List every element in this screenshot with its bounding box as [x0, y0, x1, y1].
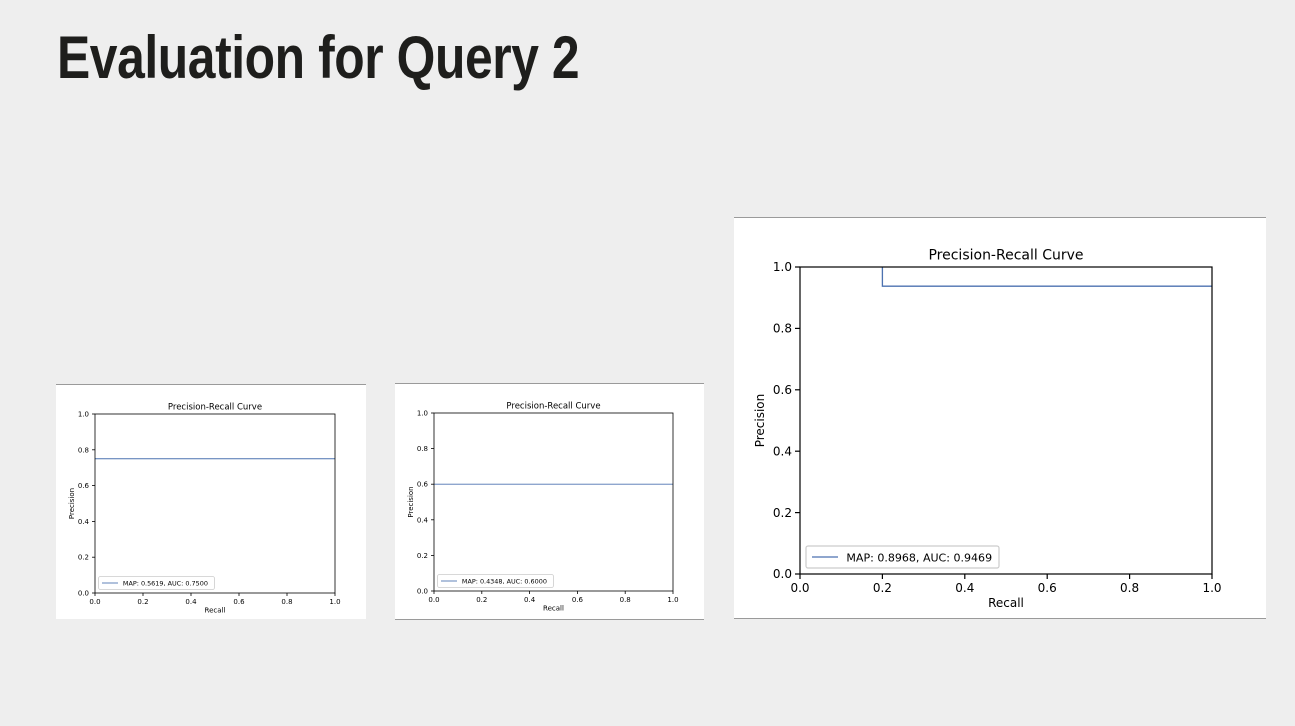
x-axis-label: Recall [205, 606, 226, 614]
y-tick-label: 0.0 [78, 589, 89, 597]
y-tick-label: 0.8 [773, 322, 792, 336]
x-tick-label: 0.4 [524, 596, 536, 604]
y-tick-label: 0.6 [78, 482, 90, 490]
x-tick-label: 1.0 [1202, 581, 1221, 595]
x-tick-label: 1.0 [329, 598, 340, 606]
legend-label: MAP: 0.4348, AUC: 0.6000 [462, 578, 547, 586]
chart-title: Precision-Recall Curve [506, 401, 600, 411]
x-tick-label: 0.4 [185, 598, 197, 606]
y-tick-label: 0.2 [78, 554, 89, 562]
legend-box [805, 545, 1000, 569]
x-tick-label: 0.2 [137, 598, 148, 606]
x-tick-label: 0.0 [790, 581, 809, 595]
x-tick-label: 0.8 [281, 598, 292, 606]
legend-box [437, 574, 554, 588]
x-tick-label: 0.0 [428, 596, 439, 604]
legend: MAP: 0.4348, AUC: 0.6000 [437, 574, 554, 588]
y-tick-label: 0.8 [417, 445, 428, 453]
pr-curve-chart-2: Precision-Recall Curve 0.0 0.2 0.4 0.6 0.8 1.0… [395, 383, 704, 620]
pr-curve-plot-1: Precision-Recall Curve 0.0 0.2 0.4 0.6 0.8 1.0… [68, 402, 341, 614]
y-tick-label: 0.0 [773, 567, 792, 581]
slide-title: Evaluation for Query 2 [57, 24, 580, 91]
y-tick-label: 0.4 [417, 516, 429, 524]
legend-label: MAP: 0.8968, AUC: 0.9469 [846, 551, 992, 564]
chart-title: Precision-Recall Curve [928, 247, 1083, 263]
plot-frame [433, 412, 674, 592]
y-tick-label: 1.0 [773, 260, 792, 274]
pr-curve-chart-3: Precision-Recall Curve 0.0 0.2 0.4 0.6 0.8 1.0… [734, 217, 1266, 619]
y-axis-label: Precision [407, 486, 415, 517]
y-tick-label: 1.0 [78, 410, 89, 418]
pr-curve-chart-1: Precision-Recall Curve 0.0 0.2 0.4 0.6 0.8 1.0… [56, 384, 366, 619]
pr-curve-line [881, 267, 1212, 287]
chart-title: Precision-Recall Curve [168, 402, 262, 412]
x-tick-label: 0.2 [873, 581, 892, 595]
y-axis-label: Precision [753, 394, 767, 448]
x-tick-label: 0.6 [233, 598, 245, 606]
legend: MAP: 0.8968, AUC: 0.9469 [805, 545, 1000, 569]
legend: MAP: 0.5619, AUC: 0.7500 [98, 576, 215, 590]
y-tick-label: 0.8 [78, 446, 89, 454]
x-tick-label: 0.4 [955, 581, 974, 595]
x-tick-label: 0.2 [476, 596, 487, 604]
pr-curve-plot-2: Precision-Recall Curve 0.0 0.2 0.4 0.6 0.8 1.0… [407, 401, 679, 612]
y-tick-label: 0.6 [773, 383, 792, 397]
x-axis-label: Recall [988, 596, 1024, 610]
y-tick-label: 0.4 [78, 518, 90, 526]
y-tick-label: 1.0 [417, 409, 428, 417]
x-tick-label: 0.8 [1120, 581, 1139, 595]
x-tick-label: 0.8 [620, 596, 631, 604]
x-tick-label: 0.6 [1038, 581, 1057, 595]
y-axis-label: Precision [68, 488, 76, 519]
legend-box [98, 576, 215, 590]
x-tick-label: 1.0 [667, 596, 678, 604]
legend-label: MAP: 0.5619, AUC: 0.7500 [123, 580, 208, 588]
x-tick-label: 0.6 [572, 596, 584, 604]
plot-frame [94, 413, 336, 594]
x-axis-label: Recall [543, 604, 564, 612]
y-tick-label: 0.2 [773, 506, 792, 520]
x-tick-label: 0.0 [89, 598, 100, 606]
y-tick-label: 0.0 [417, 587, 428, 595]
y-tick-label: 0.2 [417, 552, 428, 560]
y-tick-label: 0.6 [417, 481, 429, 489]
plot-frame [799, 266, 1213, 575]
pr-curve-plot-3: Precision-Recall Curve 0.0 0.2 0.4 0.6 0.8 1.0… [753, 247, 1222, 610]
y-tick-label: 0.4 [773, 444, 792, 458]
